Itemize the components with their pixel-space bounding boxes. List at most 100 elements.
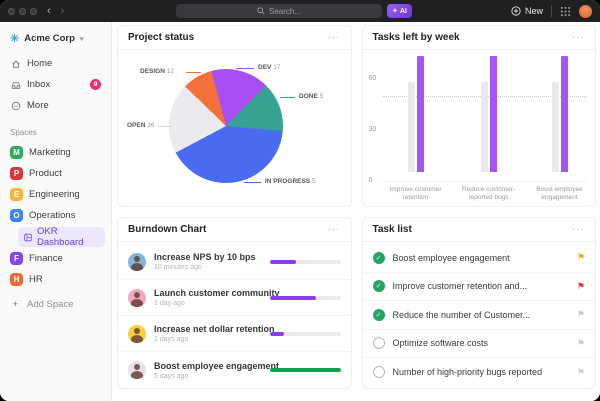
home-icon xyxy=(10,59,21,69)
priority-flag-icon[interactable]: ⚑ xyxy=(576,280,585,291)
x-category-label: Boost employee engagement xyxy=(536,186,583,202)
sidebar-item-label: More xyxy=(27,100,49,111)
y-tick: 30 xyxy=(368,126,377,133)
task-open-icon[interactable] xyxy=(372,337,385,350)
sidebar-item-marketing[interactable]: M Marketing xyxy=(0,142,111,163)
burndown-row[interactable]: Boost employee engagement 5 days ago xyxy=(118,352,351,388)
sidebar-item-okr-dashboard[interactable]: OKR Dashboard xyxy=(18,226,105,248)
burndown-row[interactable]: Increase NPS by 10 bps 10 minutes ago xyxy=(118,244,351,280)
card-title: Task list xyxy=(372,224,412,235)
sidebar-item-inbox[interactable]: Inbox 9 xyxy=(0,74,111,95)
user-avatar[interactable] xyxy=(579,4,592,18)
bar-group xyxy=(407,41,424,172)
priority-flag-icon[interactable]: ⚑ xyxy=(576,337,585,348)
task-complete-icon[interactable]: ✓ xyxy=(372,251,385,264)
task-complete-icon[interactable]: ✓ xyxy=(372,308,385,321)
sidebar-item-more[interactable]: More xyxy=(0,95,111,116)
priority-flag-icon[interactable]: ⚑ xyxy=(576,309,585,320)
inbox-badge: 9 xyxy=(90,79,101,90)
progress-bar xyxy=(269,259,341,264)
pie-label-open: OPEN 36 xyxy=(127,122,155,129)
sidebar-item-label: Home xyxy=(27,58,53,69)
assignee-avatar xyxy=(128,252,146,271)
sidebar-item-hr[interactable]: H HR xyxy=(0,269,111,290)
pie-leader-line xyxy=(158,126,172,127)
x-category-label: Reduce customer-reported bugs xyxy=(461,186,516,202)
more-icon xyxy=(10,101,21,111)
pie-label-design: DESIGN 12 xyxy=(140,68,174,75)
space-label: Marketing xyxy=(29,147,71,158)
window-close-icon[interactable] xyxy=(8,7,15,15)
card-title: Tasks left by week xyxy=(372,32,460,43)
task-title: Number of high-priority bugs reported xyxy=(392,367,543,378)
card-menu-button[interactable]: ··· xyxy=(327,32,341,43)
add-space-label: Add Space xyxy=(27,299,74,310)
chevron-down-icon: ▾ xyxy=(79,35,84,43)
burndown-task-title: Increase net dollar retention xyxy=(154,324,275,334)
space-icon: M xyxy=(10,146,23,159)
sidebar-item-operations[interactable]: O Operations xyxy=(0,205,111,226)
sidebar: ✳ Acme Corp ▾ Home Inbox 9 xyxy=(0,22,112,401)
card-menu-button[interactable]: ··· xyxy=(327,224,341,235)
task-title: Boost employee engagement xyxy=(392,252,510,263)
plus-icon: + xyxy=(12,299,19,310)
assignee-avatar xyxy=(128,324,146,343)
workspace-name: Acme Corp xyxy=(24,33,75,44)
bar-gray xyxy=(551,82,559,172)
forward-icon[interactable]: › xyxy=(60,5,65,17)
burndown-task-time: 1 day ago xyxy=(154,300,185,307)
task-complete-icon[interactable]: ✓ xyxy=(372,280,385,293)
topbar-divider xyxy=(551,5,552,17)
window-minimize-icon[interactable] xyxy=(19,7,26,15)
space-label: HR xyxy=(29,274,43,285)
task-row[interactable]: ✓ Reduce the number of Customer... ⚑ xyxy=(362,301,595,330)
task-row[interactable]: Number of high-priority bugs reported ⚑ xyxy=(363,358,596,387)
pie-leader-line xyxy=(236,68,254,69)
search-icon xyxy=(257,7,265,15)
bar-purple xyxy=(560,56,568,172)
progress-fill xyxy=(269,259,297,264)
bar-gray xyxy=(407,82,415,172)
pie-leader-line xyxy=(280,97,295,98)
ai-button[interactable]: ✦ AI xyxy=(387,4,412,18)
progress-bar xyxy=(269,368,341,372)
burndown-task-time: 2 days ago xyxy=(154,336,189,343)
sidebar-item-engineering[interactable]: E Engineering xyxy=(0,184,111,205)
assignee-avatar xyxy=(128,288,146,307)
burndown-row[interactable]: Launch customer community 1 day ago xyxy=(118,280,351,316)
card-menu-button[interactable]: ··· xyxy=(572,32,585,43)
back-icon[interactable]: ‹ xyxy=(47,5,51,17)
burndown-task-time: 5 days ago xyxy=(154,372,189,380)
dashboard-icon xyxy=(24,233,32,241)
pie-leader-line xyxy=(186,72,201,73)
search-input[interactable]: Search... xyxy=(176,4,382,18)
priority-flag-icon[interactable]: ⚑ xyxy=(576,252,585,263)
window-maximize-icon[interactable] xyxy=(30,7,37,15)
workspace-switcher[interactable]: ✳ Acme Corp ▾ xyxy=(0,30,111,53)
space-label: Product xyxy=(29,168,62,179)
window-controls[interactable] xyxy=(8,7,37,15)
bar-purple xyxy=(416,56,424,172)
priority-flag-icon[interactable]: ⚑ xyxy=(576,366,585,377)
new-button[interactable]: New xyxy=(511,6,543,16)
tasks-bar-chart: 60 30 0 xyxy=(363,50,596,206)
task-row[interactable]: ✓ Boost employee engagement ⚑ xyxy=(362,244,595,273)
apps-grid-icon[interactable] xyxy=(560,6,571,17)
task-row[interactable]: Optimize software costs ⚑ xyxy=(362,330,595,358)
space-icon: P xyxy=(10,167,23,180)
burndown-row[interactable]: Increase net dollar retention 2 days ago xyxy=(118,316,351,352)
add-space-button[interactable]: + Add Space xyxy=(0,294,111,315)
ai-label: AI xyxy=(399,7,407,15)
task-row[interactable]: ✓ Improve customer retention and... ⚑ xyxy=(362,273,595,301)
sidebar-item-home[interactable]: Home xyxy=(0,53,111,74)
space-icon: O xyxy=(10,209,23,222)
x-category-label: Improve customer retention xyxy=(389,186,442,202)
sidebar-item-product[interactable]: P Product xyxy=(0,163,111,184)
sidebar-item-finance[interactable]: F Finance xyxy=(0,248,111,269)
task-open-icon[interactable] xyxy=(372,366,385,379)
card-menu-button[interactable]: ··· xyxy=(572,224,585,235)
y-tick: 60 xyxy=(368,75,377,82)
space-label: Finance xyxy=(29,253,63,264)
task-title: Improve customer retention and... xyxy=(392,281,528,292)
